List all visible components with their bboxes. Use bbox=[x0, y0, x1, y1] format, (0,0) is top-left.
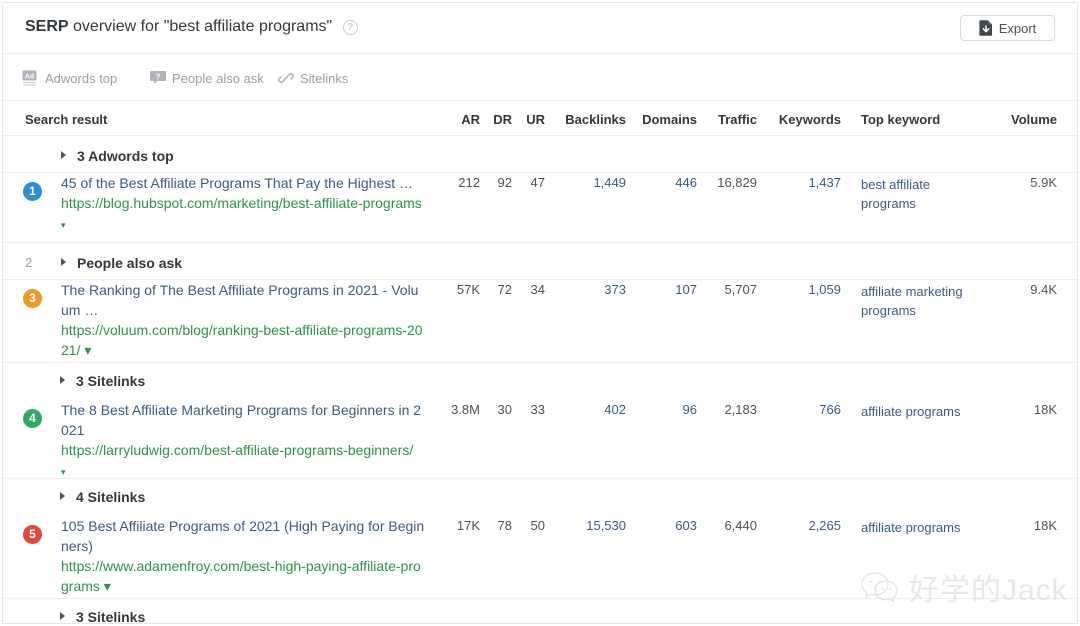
svg-text:Ad: Ad bbox=[25, 72, 35, 81]
svg-text:?: ? bbox=[156, 72, 161, 81]
